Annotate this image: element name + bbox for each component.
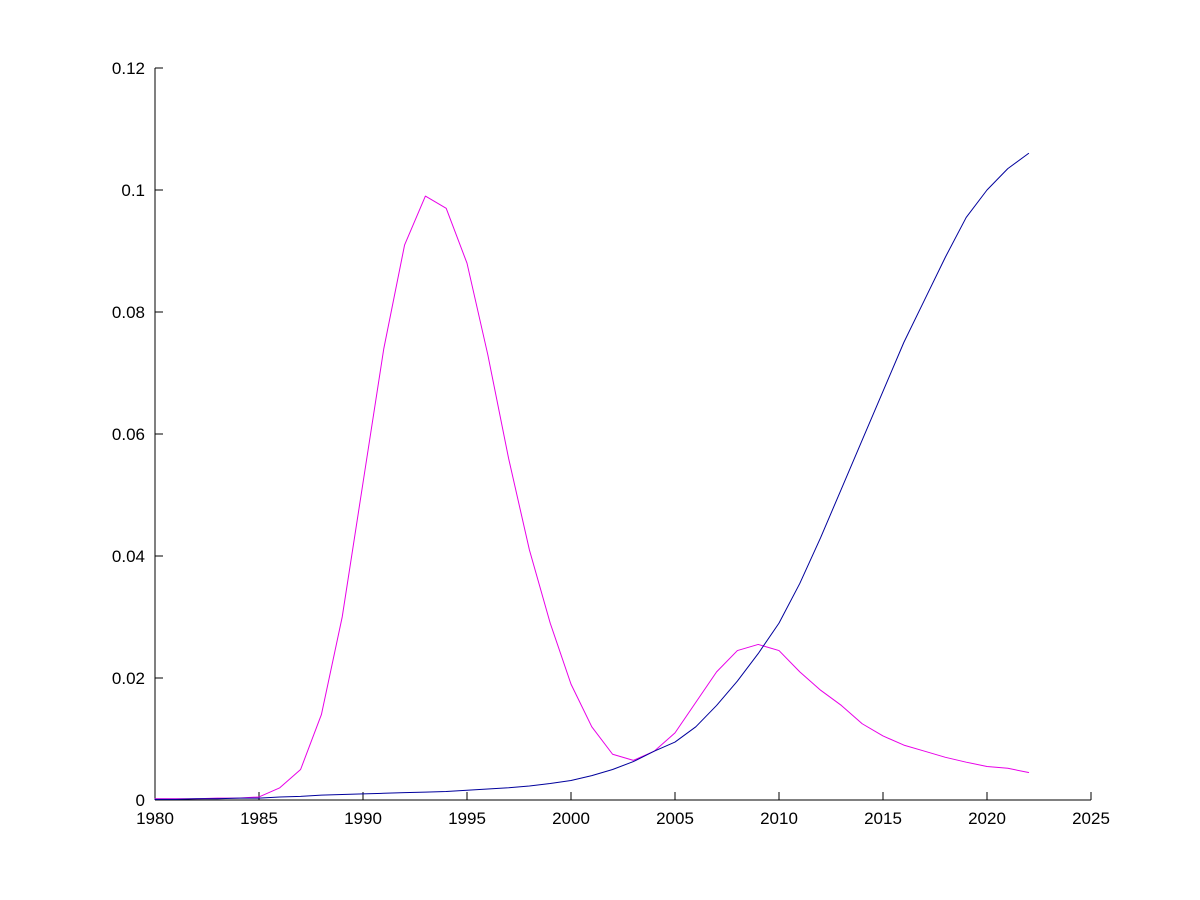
x-tick-label: 2000 xyxy=(552,809,590,828)
y-tick-label: 0.12 xyxy=(112,59,145,78)
series-group xyxy=(154,152,1030,800)
x-tick-label: 1985 xyxy=(240,809,278,828)
x-tick-label: 2005 xyxy=(656,809,694,828)
y-tick-label: 0.04 xyxy=(112,547,145,566)
y-tick-label: 0.02 xyxy=(112,669,145,688)
magenta-series-line xyxy=(154,195,1030,800)
x-tick-label: 2020 xyxy=(968,809,1006,828)
x-tick-label: 1980 xyxy=(136,809,174,828)
x-tick-label: 1995 xyxy=(448,809,486,828)
x-tick-label: 2025 xyxy=(1072,809,1110,828)
x-tick-label: 1990 xyxy=(344,809,382,828)
blue-series-line xyxy=(154,152,1030,800)
x-tick-label: 2010 xyxy=(760,809,798,828)
axes xyxy=(154,68,1091,801)
y-tick-label: 0.08 xyxy=(112,303,145,322)
y-tick-label: 0.06 xyxy=(112,425,145,444)
x-tick-label: 2015 xyxy=(864,809,902,828)
y-tick-label: 0.1 xyxy=(121,181,145,200)
y-axis-ticks: 0 0.02 0.04 0.06 0.08 0.1 0.12 xyxy=(112,59,163,810)
y-tick-label: 0 xyxy=(136,791,145,810)
x-axis-ticks: 1980 1985 1990 1995 2000 2005 2010 2015 2020 2025 xyxy=(136,792,1110,828)
